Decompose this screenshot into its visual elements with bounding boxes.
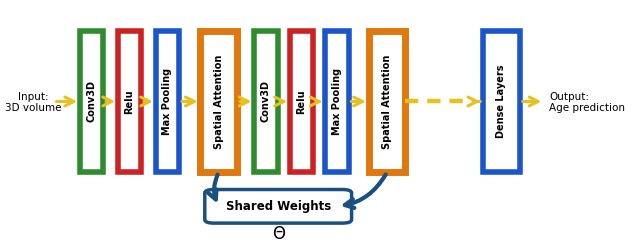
FancyBboxPatch shape: [254, 31, 278, 172]
Text: Conv3D: Conv3D: [261, 80, 271, 122]
FancyBboxPatch shape: [80, 31, 103, 172]
Text: Relu: Relu: [125, 89, 134, 114]
Text: Dense Layers: Dense Layers: [497, 65, 506, 138]
Text: Shared Weights: Shared Weights: [225, 200, 331, 213]
FancyBboxPatch shape: [325, 31, 349, 172]
Text: Spatial Attention: Spatial Attention: [214, 54, 224, 149]
FancyBboxPatch shape: [369, 31, 405, 172]
Text: Spatial Attention: Spatial Attention: [382, 54, 392, 149]
Text: Max Pooling: Max Pooling: [332, 68, 342, 135]
FancyBboxPatch shape: [205, 190, 351, 223]
Text: Max Pooling: Max Pooling: [163, 68, 172, 135]
Text: Relu: Relu: [296, 89, 307, 114]
FancyBboxPatch shape: [118, 31, 141, 172]
Text: Conv3D: Conv3D: [86, 80, 97, 122]
Text: Output:
Age prediction: Output: Age prediction: [549, 92, 625, 113]
FancyBboxPatch shape: [290, 31, 313, 172]
FancyBboxPatch shape: [483, 31, 520, 172]
FancyBboxPatch shape: [156, 31, 179, 172]
FancyBboxPatch shape: [200, 31, 237, 172]
Text: Θ: Θ: [272, 225, 285, 243]
Text: Input:
3D volume: Input: 3D volume: [4, 92, 61, 113]
